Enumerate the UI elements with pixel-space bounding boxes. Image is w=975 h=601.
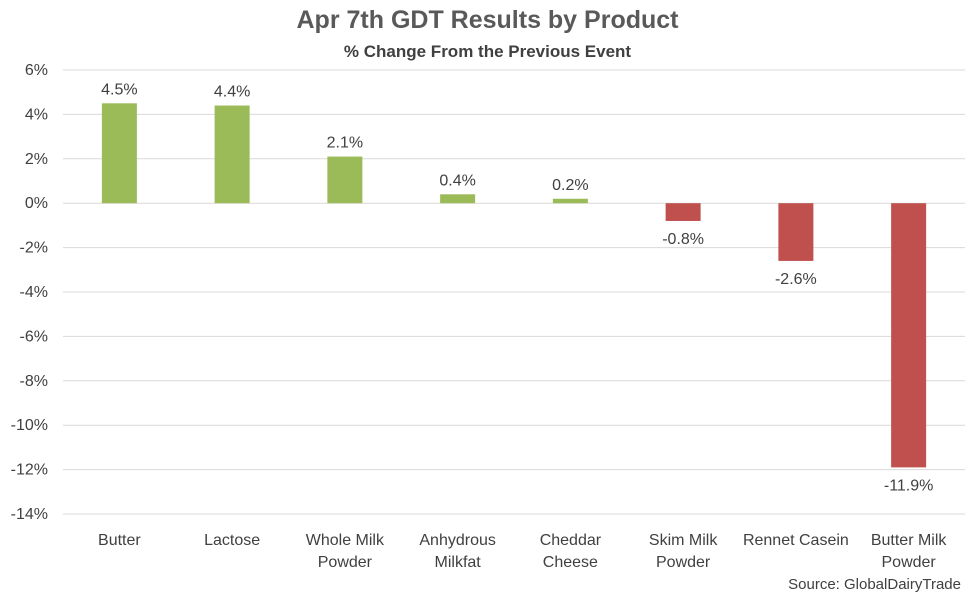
y-tick-label: -6%: [20, 328, 48, 345]
x-tick-label: Cheddar Cheese: [540, 532, 602, 571]
y-tick-label: -12%: [11, 462, 48, 479]
bar: [327, 156, 363, 204]
data-label: 0.2%: [552, 177, 588, 194]
chart-subtitle: % Change From the Previous Event: [343, 42, 632, 61]
x-tick-label: Skim Milk Powder: [649, 532, 718, 571]
bar: [214, 105, 250, 204]
bar: [440, 194, 476, 204]
source-note: Source: GlobalDairyTrade: [788, 576, 961, 593]
y-tick-label: 6%: [25, 62, 48, 79]
data-label: 4.4%: [214, 84, 250, 101]
x-tick-label: Rennet Casein: [743, 532, 849, 549]
y-tick-label: 2%: [25, 151, 48, 168]
chart-title: Apr 7th GDT Results by Product: [296, 6, 679, 34]
data-label: -2.6%: [775, 271, 817, 288]
x-tick-label: Anhydrous Milkfat: [419, 532, 496, 571]
data-label: 2.1%: [327, 135, 363, 152]
x-tick-label: Lactose: [204, 532, 260, 549]
y-tick-label: 0%: [25, 195, 48, 212]
x-tick-label: Whole Milk Powder: [306, 532, 385, 571]
data-label: 0.4%: [439, 172, 475, 189]
bar: [665, 203, 701, 221]
data-label: 4.5%: [101, 81, 137, 98]
x-tick-label: Butter Milk Powder: [871, 532, 948, 571]
bar: [101, 103, 137, 204]
y-tick-label: -4%: [20, 284, 48, 301]
y-tick-label: -2%: [20, 240, 48, 257]
data-label: -11.9%: [884, 477, 934, 494]
y-tick-label: -8%: [20, 373, 48, 390]
x-tick-label: Butter: [98, 532, 141, 549]
bar: [552, 198, 588, 204]
bar: [891, 203, 927, 468]
y-tick-label: 4%: [25, 106, 48, 123]
data-label: -0.8%: [662, 231, 704, 248]
bar: [778, 203, 814, 261]
y-tick-label: -10%: [11, 417, 48, 434]
y-tick-label: -14%: [11, 506, 48, 523]
